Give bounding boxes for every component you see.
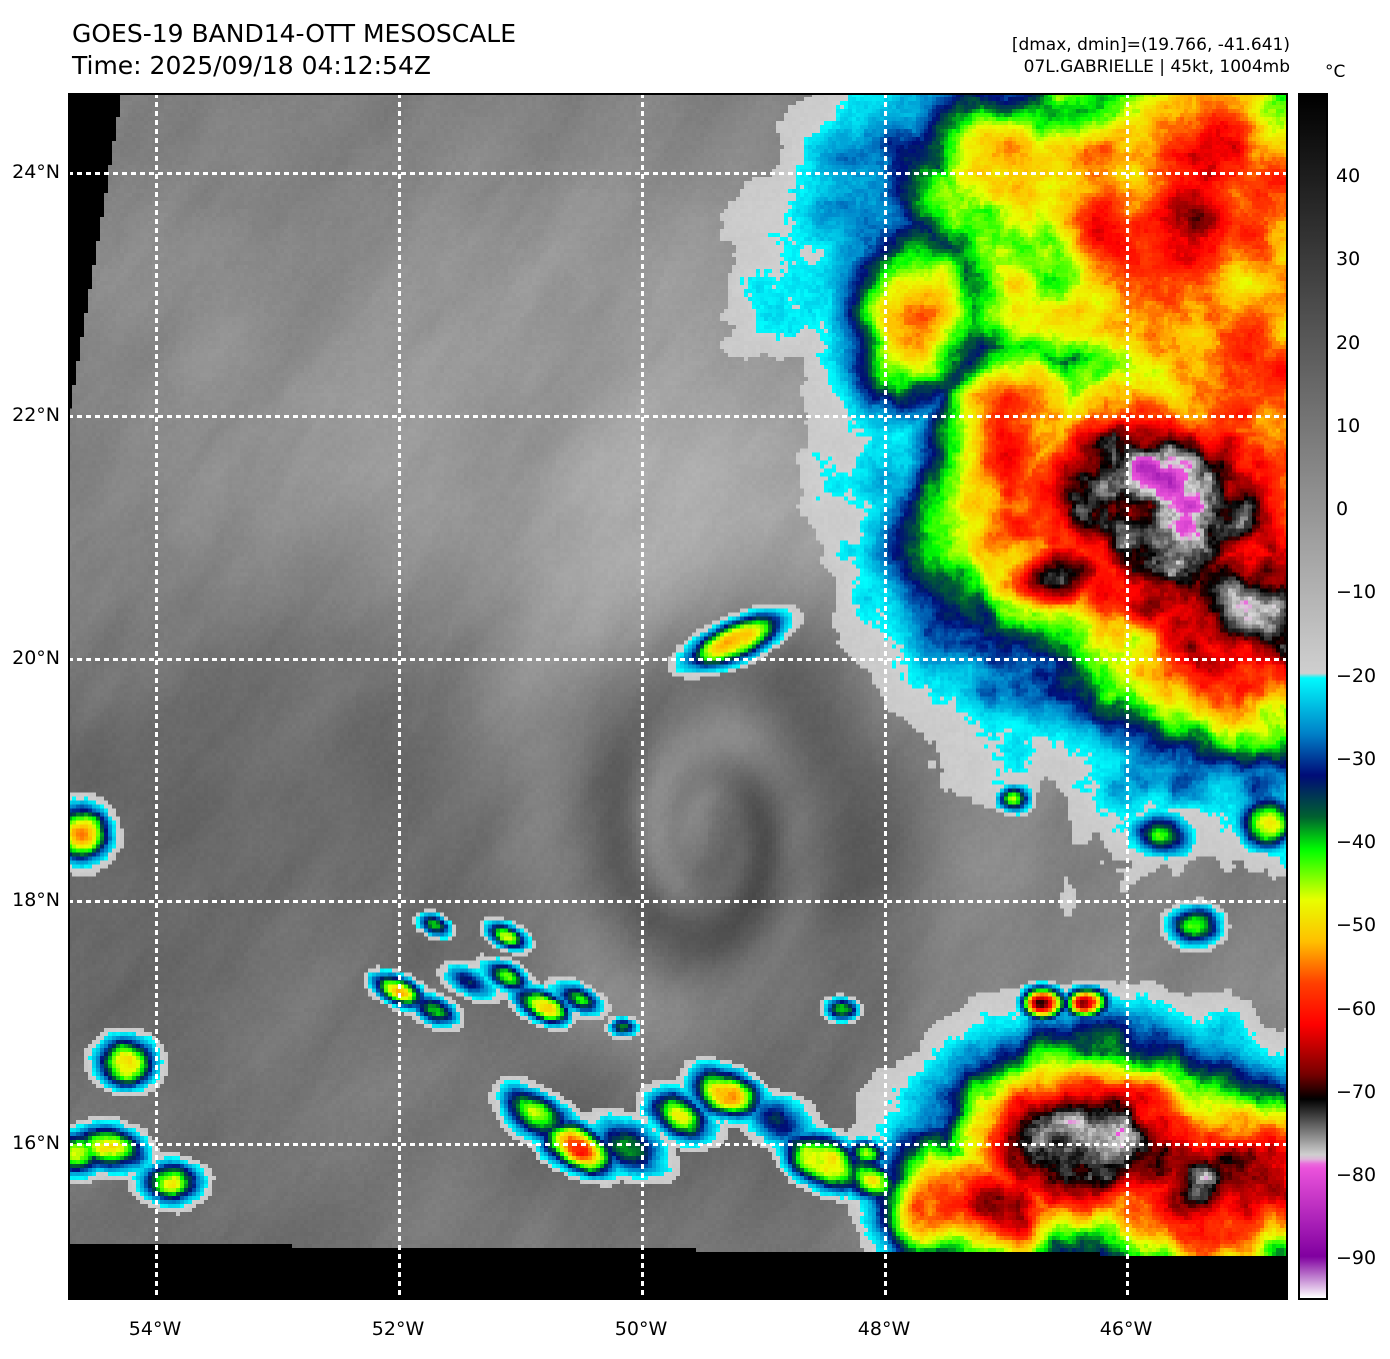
title-block: GOES-19 BAND14-OTT MESOSCALE Time: 2025/… — [72, 18, 516, 82]
infrared-imagery-canvas — [68, 93, 1288, 1300]
cbar-tick-40: 40 — [1336, 165, 1361, 188]
cbar-tick--40: −40 — [1336, 831, 1377, 854]
colorbar-gradient — [1300, 95, 1326, 1298]
cbar-tick-30: 30 — [1336, 248, 1361, 271]
page-title: GOES-19 BAND14-OTT MESOSCALE — [72, 19, 517, 48]
timestamp-label: Time: 2025/09/18 04:12:54Z — [72, 51, 431, 80]
cbar-tick--10: −10 — [1336, 581, 1377, 604]
lat-tick-22: 22°N — [12, 404, 60, 426]
lat-tick-16: 16°N — [12, 1132, 60, 1154]
cbar-tick--50: −50 — [1336, 914, 1377, 937]
lon-tick--52: 52°W — [371, 1318, 425, 1340]
dmax-dmin-label: [dmax, dmin]=(19.766, -41.641) — [1011, 35, 1290, 55]
cbar-tick--70: −70 — [1336, 1080, 1377, 1103]
cbar-tick--20: −20 — [1336, 664, 1377, 687]
metadata-block: [dmax, dmin]=(19.766, -41.641) 07L.GABRI… — [1012, 34, 1290, 78]
cbar-tick-20: 20 — [1336, 331, 1361, 354]
cbar-tick-10: 10 — [1336, 414, 1361, 437]
lon-tick--50: 50°W — [614, 1318, 668, 1340]
temperature-colorbar[interactable] — [1298, 93, 1328, 1300]
cbar-tick-0: 0 — [1336, 498, 1349, 521]
lon-tick--46: 46°W — [1099, 1318, 1153, 1340]
lon-tick--48: 48°W — [857, 1318, 911, 1340]
lat-tick-24: 24°N — [12, 161, 60, 183]
colorbar-unit-label: °C — [1325, 62, 1346, 82]
storm-info-label: 07L.GABRIELLE | 45kt, 1004mb — [1023, 57, 1290, 77]
lat-tick-18: 18°N — [12, 889, 60, 911]
lon-tick--54: 54°W — [128, 1318, 182, 1340]
cbar-tick--90: −90 — [1336, 1247, 1377, 1270]
cbar-tick--30: −30 — [1336, 747, 1377, 770]
lat-tick-20: 20°N — [12, 647, 60, 669]
satellite-image-plot[interactable]: Copyright © 2020-2025 Dapiya — [68, 93, 1288, 1300]
cbar-tick--60: −60 — [1336, 997, 1377, 1020]
cbar-tick--80: −80 — [1336, 1164, 1377, 1187]
